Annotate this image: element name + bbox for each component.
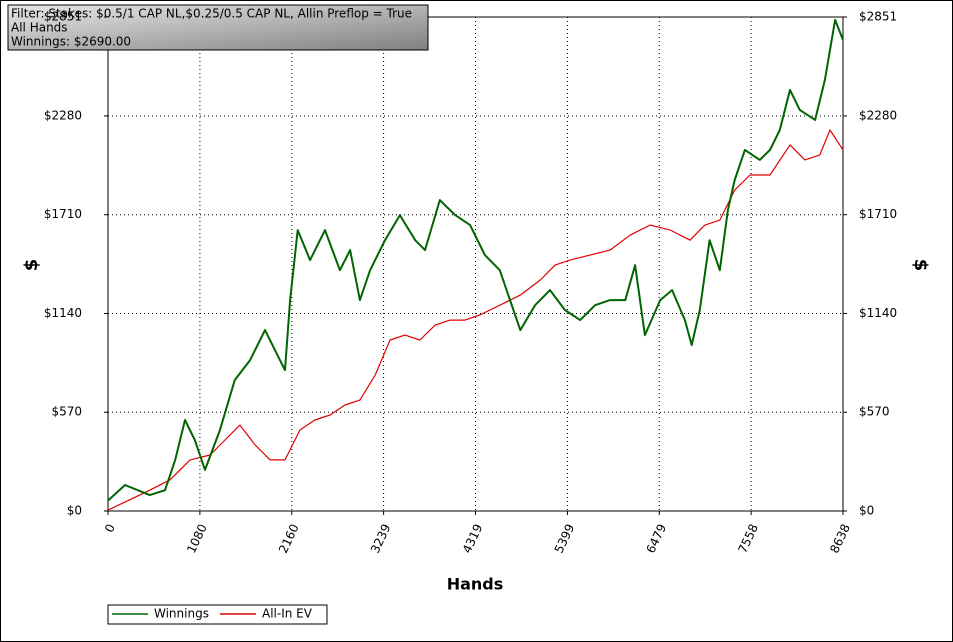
y-axis-title: $	[21, 259, 42, 272]
annotation: All Hands	[11, 21, 68, 35]
series-line	[107, 18, 844, 502]
y-tick-label: $0	[67, 504, 82, 518]
grid	[107, 16, 844, 512]
annotation: Winnings: $2690.00	[11, 35, 131, 49]
legend-label: Winnings	[154, 607, 209, 621]
lines	[107, 18, 844, 511]
y-tick-label: $1140	[44, 306, 82, 320]
y2-tick-label: $570	[859, 405, 890, 419]
y-tick-label: $2280	[44, 108, 82, 122]
info-box	[7, 4, 429, 51]
x-axis-title: Hands	[447, 575, 504, 594]
y-tick-label: $2851	[44, 10, 82, 24]
y-tick-label: $1710	[44, 207, 82, 221]
legend	[107, 604, 328, 625]
legend-items: Winnings All-In EV	[112, 607, 313, 621]
annotation: Filter: Stakes: $0.5/1 CAP NL,$0.25/0.5 …	[11, 7, 412, 21]
y2-tick-label: $2280	[859, 108, 897, 122]
legend-label: All-In EV	[262, 607, 313, 621]
y2-tick-label: $0	[859, 504, 874, 518]
y2-tick-label: $1140	[859, 306, 897, 320]
y-tick-label: $570	[51, 405, 82, 419]
y2-axis-title: $	[910, 259, 931, 272]
y2-tick-label: $2851	[859, 10, 897, 24]
y2-tick-label: $1710	[859, 207, 897, 221]
